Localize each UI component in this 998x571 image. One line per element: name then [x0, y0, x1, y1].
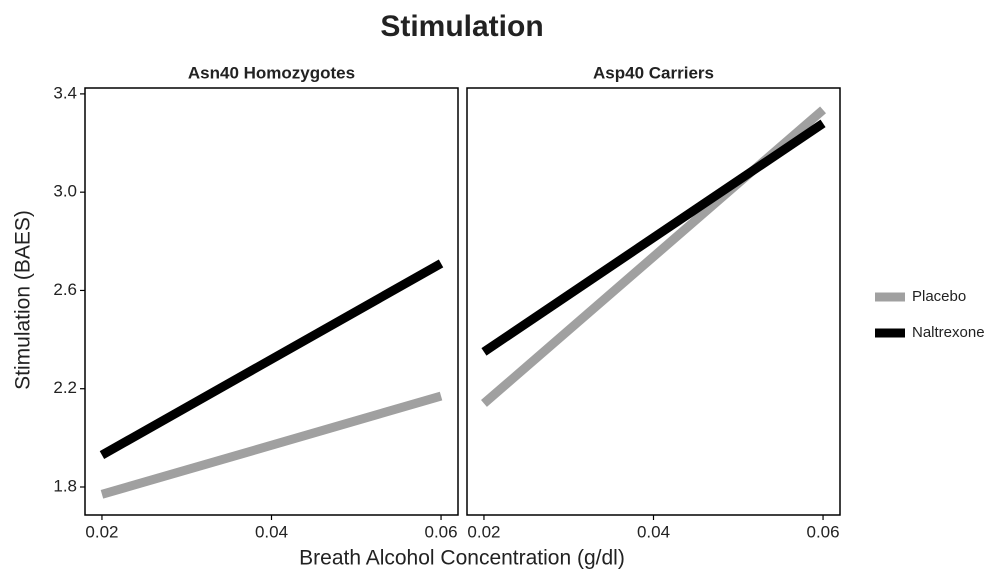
panel-title: Asn40 Homozygotes: [188, 63, 355, 82]
x-tick-label: 0.06: [806, 522, 839, 541]
legend-label: Naltrexone: [912, 324, 985, 341]
y-tick-label: 3.0: [53, 182, 77, 201]
panel-title: Asp40 Carriers: [593, 63, 714, 82]
series-line: [100, 391, 443, 499]
y-tick-label: 2.2: [53, 378, 77, 397]
legend-label: Placebo: [912, 288, 966, 305]
y-tick-label: 3.4: [53, 83, 77, 102]
series-line: [481, 119, 826, 356]
panel-border: [84, 87, 459, 516]
y-tick-label: 2.6: [53, 280, 77, 299]
y-tick-label: 1.8: [53, 476, 77, 495]
x-tick-label: 0.06: [424, 522, 457, 541]
x-tick-label: 0.02: [85, 522, 118, 541]
y-axis-label: Stimulation (BAES): [12, 210, 35, 390]
x-axis-label: Breath Alcohol Concentration (g/dl): [299, 547, 625, 570]
x-tick-label: 0.02: [467, 522, 500, 541]
series-line: [99, 259, 444, 459]
x-tick-label: 0.04: [255, 522, 288, 541]
x-tick-label: 0.04: [637, 522, 670, 541]
chart-title: Stimulation: [380, 10, 543, 43]
